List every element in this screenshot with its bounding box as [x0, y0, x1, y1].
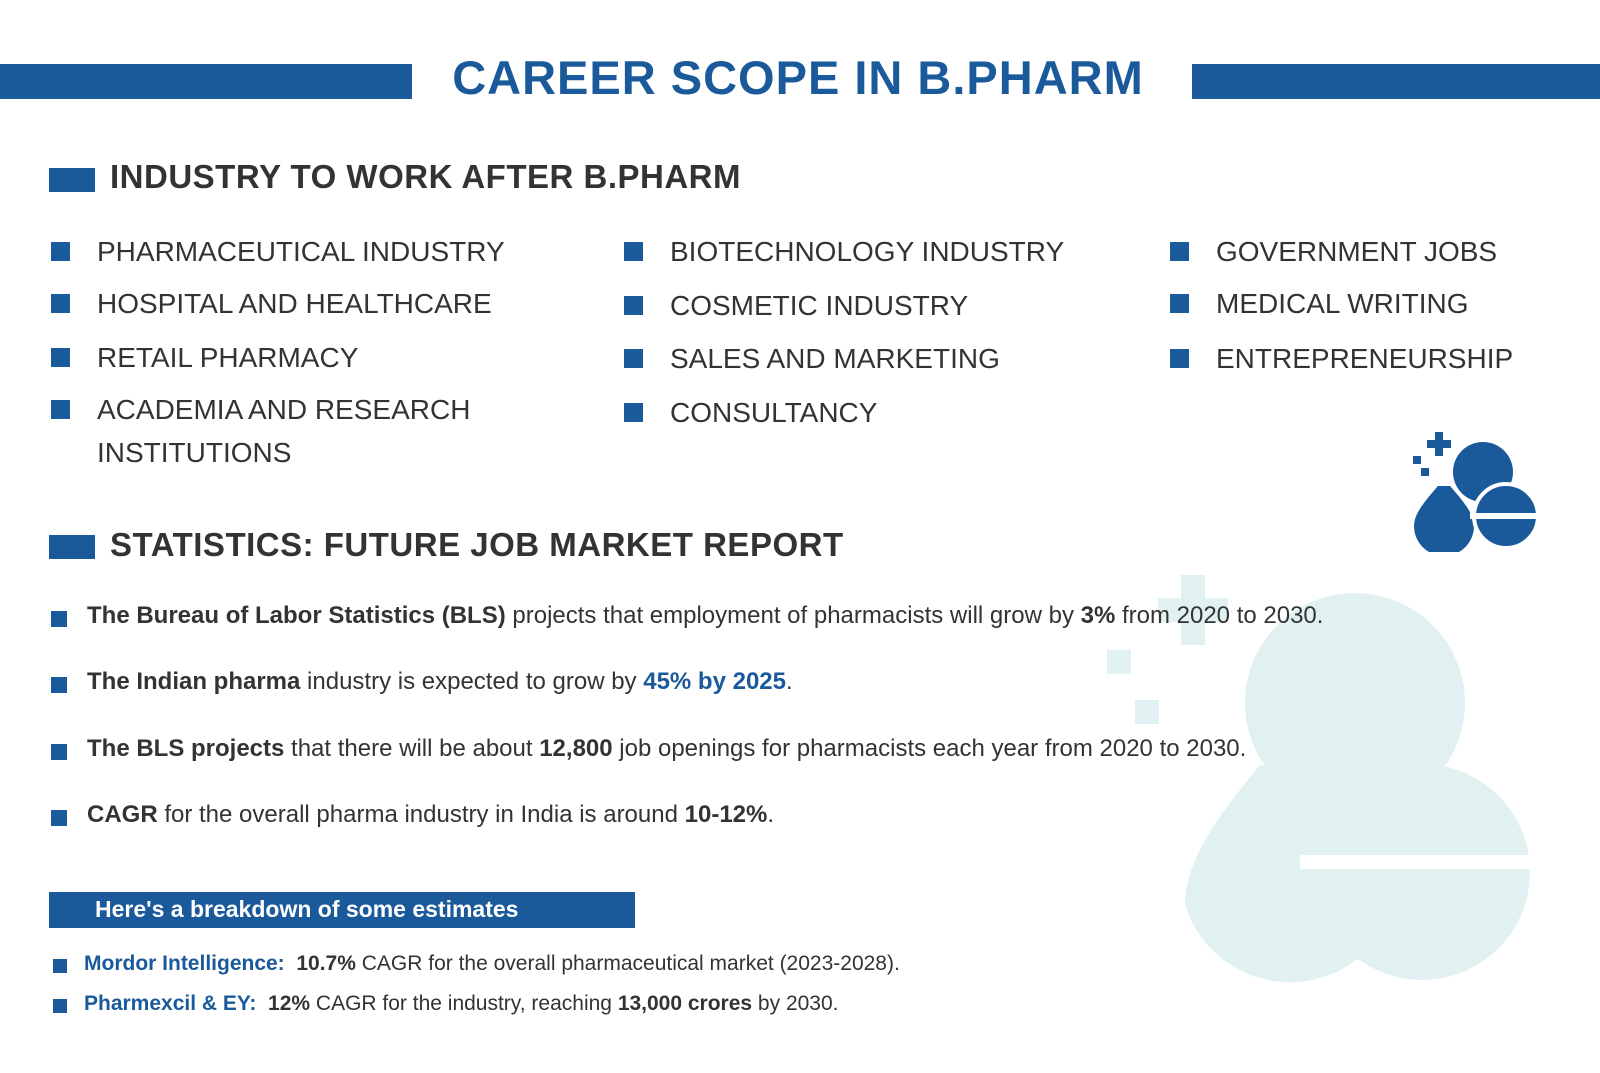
- bullet-square: [53, 959, 67, 973]
- bullet-square: [1170, 349, 1189, 368]
- section-marker: [49, 535, 95, 559]
- bullet-square: [624, 349, 643, 368]
- bullet-square: [624, 403, 643, 422]
- title-bar-left: [0, 64, 412, 99]
- estimates-banner: Here's a breakdown of some estimates: [49, 892, 635, 928]
- bullet-square: [51, 611, 67, 627]
- bullet-square: [53, 999, 67, 1013]
- section-marker: [49, 168, 95, 192]
- pills-watermark-icon: [1107, 575, 1550, 983]
- bullet-square: [624, 296, 643, 315]
- bullet-square: [1170, 294, 1189, 313]
- bullet-square: [51, 294, 70, 313]
- bullet-square: [51, 744, 67, 760]
- bullet-square: [624, 242, 643, 261]
- page-title: CAREER SCOPE IN B.PHARM: [452, 51, 1144, 104]
- statistics-heading: STATISTICS: FUTURE JOB MARKET REPORT: [110, 526, 844, 563]
- bullet-square: [51, 677, 67, 693]
- bullet-square: [51, 348, 70, 367]
- industry-heading: INDUSTRY TO WORK AFTER B.PHARM: [110, 158, 741, 195]
- bullet-square: [51, 242, 70, 261]
- title-bar-right: [1192, 64, 1600, 99]
- bullet-square: [51, 810, 67, 826]
- bullet-square: [51, 400, 70, 419]
- pills-icon: [1413, 432, 1542, 552]
- bullet-square: [1170, 242, 1189, 261]
